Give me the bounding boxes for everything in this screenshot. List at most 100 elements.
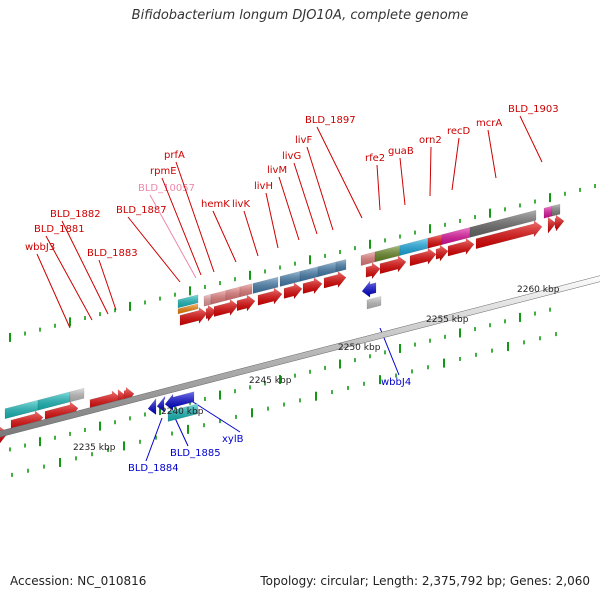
gene-label: livF [295,135,312,146]
feature-shade [178,294,198,308]
leader-line [161,177,202,276]
feature-shade [476,220,542,249]
leader-line [278,176,300,241]
leader-line [293,162,318,235]
feature-shade [324,271,346,289]
feature-shade [362,281,376,298]
scale-label: 2255 kbp [426,315,469,325]
gene-label: BLD_1903 [508,104,559,115]
gene-label: orn2 [419,135,442,146]
feature-shade [214,299,238,317]
gene-label: prfA [164,150,185,161]
feature-shade [204,294,211,307]
scale-label: 2260 kbp [517,285,560,295]
gene-label: recD [447,126,471,137]
gene-label: livH [254,181,273,192]
gene-label: BLD_1897 [305,115,356,126]
leader-line [451,137,460,191]
feature-shade [148,398,156,415]
feature-shade [240,283,252,297]
gene-label: BLD_1881 [34,224,85,235]
scale-label: 2235 kbp [73,443,116,453]
gene-label: wbbJ3 [25,242,55,253]
gene-label: wbbJ4 [381,377,411,388]
gene-label: BLD_1887 [116,205,167,216]
feature-shade [555,215,564,232]
map-title: Bifidobacterium longum DJO10A, complete … [131,8,469,23]
feature-shade [258,288,282,306]
gene-label: livG [282,151,301,162]
feature-shade [206,305,216,322]
feature-blocks [0,203,565,444]
feature-shade [436,245,448,262]
feature-shade [253,277,278,294]
feature-shade [375,245,400,262]
gene-label: guaB [388,146,414,157]
leader-line [189,399,241,433]
feature-shade [366,262,380,279]
feature-shade [318,262,336,277]
gene-label: BLD_1882 [50,209,101,220]
scale-label: 2250 kbp [338,343,381,353]
feature-shade [284,282,302,299]
leader-line [519,115,543,163]
accession-text: Accession: NC_010816 [10,574,147,588]
leader-line [149,194,197,279]
feature-shade [448,238,474,257]
gene-label: mcrA [476,118,502,129]
feature-shade [178,303,198,314]
genome-backbone [0,275,600,438]
feature-shade [442,227,470,245]
leader-line [145,417,163,462]
gene-labels: wbbJ3 BLD_1881 BLD_1882 BLD_1883 BLD_1887 BLD… [25,104,559,474]
feature-shade [237,295,255,312]
genome-summary-text: Topology: circular; Length: 2,375,792 bp… [260,574,590,588]
feature-shade [410,248,436,266]
leader-line [487,129,497,179]
gene-label: rfe2 [365,153,385,164]
scale-labels: 2235 kbp 2240 kbp 2245 kbp 2250 kbp 2255 kbp… [73,285,560,453]
feature-shade [226,286,240,301]
leader-line [399,157,406,206]
leader-line [98,259,117,311]
scale-label: 2240 kbp [161,407,204,417]
feature-shade [38,391,70,411]
gene-label: BLD_1883 [87,248,138,259]
feature-shade [165,391,194,411]
leader-line [127,216,181,283]
gene-label: rpmE [150,166,177,177]
feature-shade [300,266,318,282]
gene-label: livK [232,199,250,210]
leader-line [36,253,71,329]
feature-shade [361,251,375,266]
feature-shade [303,277,322,294]
scale-label: 2245 kbp [249,376,292,386]
gene-label: livM [267,165,287,176]
feature-shade [367,296,381,309]
leader-line [243,210,259,257]
leader-line [45,235,93,321]
feature-shade [400,238,428,256]
leader-line [429,146,432,197]
feature-shade [544,206,552,219]
feature-shade [548,217,556,234]
leader-line [376,164,381,211]
leader-line [175,161,215,273]
gene-label: BLD_1885 [170,448,221,459]
leader-line [61,220,109,315]
leader-line [174,417,189,447]
leader-line [265,192,279,249]
feature-shade [336,259,346,272]
gene-label: hemK [201,199,230,210]
feature-shade [211,290,226,305]
feature-shade [470,210,536,238]
gene-label: BLD_1884 [128,463,179,474]
leader-line [316,126,363,219]
feature-shade [380,256,406,274]
feature-shade [70,388,84,402]
gene-label: xylB [222,434,244,445]
feature-shade [168,403,198,422]
backbone-bar [0,275,600,438]
leader-line [306,146,334,231]
